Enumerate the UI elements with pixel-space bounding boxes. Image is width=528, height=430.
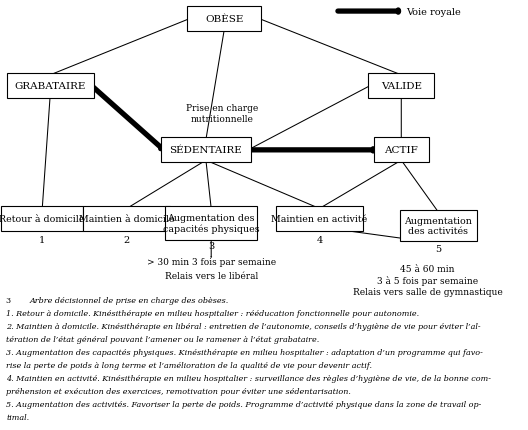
Text: 45 à 60 min
3 à 5 fois par semaine
Relais vers salle de gymnastique: 45 à 60 min 3 à 5 fois par semaine Relai… [353, 264, 503, 297]
Text: GRABATAIRE: GRABATAIRE [14, 82, 86, 90]
Text: rise la perte de poids à long terme et l’amélioration de la qualité de vie pour : rise la perte de poids à long terme et l… [6, 361, 372, 369]
FancyBboxPatch shape [400, 210, 476, 241]
Text: Augmentation
des activités: Augmentation des activités [404, 216, 472, 236]
Text: 5. Augmentation des activités. Favoriser la perte de poids. Programme d’activité: 5. Augmentation des activités. Favoriser… [6, 400, 482, 408]
Text: préhension et exécution des exercices, remotivation pour éviter une sédentarisat: préhension et exécution des exercices, r… [6, 387, 351, 395]
Text: 1. Retour à domicile. Kinésithérapie en milieu hospitalier : rééducation fonctio: 1. Retour à domicile. Kinésithérapie en … [6, 310, 419, 318]
Text: VALIDE: VALIDE [381, 82, 422, 90]
Text: Relais vers le libéral: Relais vers le libéral [165, 272, 258, 280]
FancyBboxPatch shape [369, 74, 435, 98]
Text: 3: 3 [6, 297, 22, 305]
FancyBboxPatch shape [161, 138, 251, 163]
Text: > 30 min 3 fois par semaine: > 30 min 3 fois par semaine [147, 258, 276, 267]
Text: OBÈSE: OBÈSE [205, 15, 243, 24]
Text: SÉDENTAIRE: SÉDENTAIRE [169, 146, 242, 155]
FancyBboxPatch shape [165, 207, 258, 240]
Text: Retour à domicile: Retour à domicile [0, 215, 85, 224]
FancyBboxPatch shape [187, 7, 261, 32]
Text: Voie royale: Voie royale [407, 8, 461, 16]
Text: 3. Augmentation des capacités physiques. Kinésithérapie en milieu hospitalier : : 3. Augmentation des capacités physiques.… [6, 348, 483, 356]
Text: Maintien en activité: Maintien en activité [271, 215, 367, 224]
Text: 2. Maintien à domicile. Kinésithérapie en libéral : entretien de l’autonomie, co: 2. Maintien à domicile. Kinésithérapie e… [6, 322, 481, 331]
Text: Maintien à domicile: Maintien à domicile [79, 215, 175, 224]
Text: 4: 4 [316, 235, 323, 244]
Text: Arbre décisionnel de prise en charge des obèses.: Arbre décisionnel de prise en charge des… [30, 297, 229, 305]
FancyBboxPatch shape [276, 207, 363, 232]
FancyBboxPatch shape [374, 138, 429, 163]
Text: 4. Maintien en activité. Kinésithérapie en milieu hospitalier : surveillance des: 4. Maintien en activité. Kinésithérapie … [6, 374, 492, 382]
Text: 5: 5 [435, 244, 441, 253]
Text: Augmentation des
capacités physiques: Augmentation des capacités physiques [163, 214, 260, 233]
Text: ACTIF: ACTIF [384, 146, 418, 155]
Text: Prise en charge
nutritionnelle: Prise en charge nutritionnelle [186, 104, 258, 124]
FancyBboxPatch shape [6, 74, 94, 98]
Text: timal.: timal. [6, 413, 30, 421]
Text: 2: 2 [124, 235, 130, 244]
Text: tération de l’état général pouvant l’amener ou le ramener à l’état grabataire.: tération de l’état général pouvant l’ame… [6, 335, 319, 344]
Text: 1: 1 [39, 235, 45, 244]
Text: 3: 3 [208, 242, 214, 251]
FancyBboxPatch shape [2, 207, 83, 232]
FancyBboxPatch shape [83, 207, 170, 232]
